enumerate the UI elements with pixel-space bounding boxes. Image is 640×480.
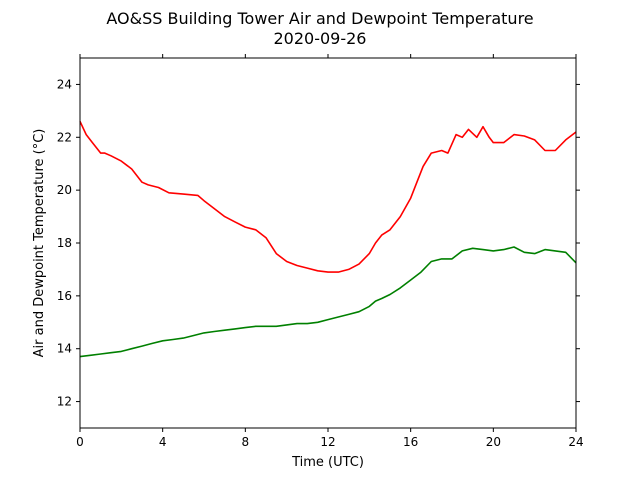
plot-area bbox=[79, 121, 577, 358]
x-tick-label: 16 bbox=[403, 435, 418, 449]
x-tick-label: 24 bbox=[568, 435, 583, 449]
y-axis: 12 14 16 18 20 22 24 bbox=[57, 77, 580, 409]
x-axis-label: Time (UTC) bbox=[291, 455, 364, 470]
y-tick-label: 24 bbox=[57, 77, 72, 91]
series-line-1 bbox=[79, 121, 577, 273]
y-axis-label: Air and Dewpoint Temperature (°C) bbox=[32, 129, 47, 358]
y-tick-label: 20 bbox=[57, 183, 72, 197]
plot-frame bbox=[79, 57, 577, 429]
y-tick-label: 18 bbox=[57, 236, 72, 250]
y-tick-label: 16 bbox=[57, 289, 72, 303]
x-tick-label: 0 bbox=[76, 435, 84, 449]
y-tick-label: 22 bbox=[57, 130, 72, 144]
chart-subtitle: 2020-09-26 bbox=[274, 29, 367, 48]
y-tick-label: 12 bbox=[57, 395, 72, 409]
x-tick-label: 4 bbox=[159, 435, 167, 449]
y-tick-label: 14 bbox=[57, 342, 72, 356]
x-tick-label: 20 bbox=[486, 435, 501, 449]
series-line-2 bbox=[79, 246, 577, 358]
chart-title: AO&SS Building Tower Air and Dewpoint Te… bbox=[106, 9, 533, 28]
x-tick-label: 8 bbox=[242, 435, 250, 449]
x-axis: 0 4 8 12 16 20 24 bbox=[76, 54, 584, 449]
x-tick-label: 12 bbox=[320, 435, 335, 449]
